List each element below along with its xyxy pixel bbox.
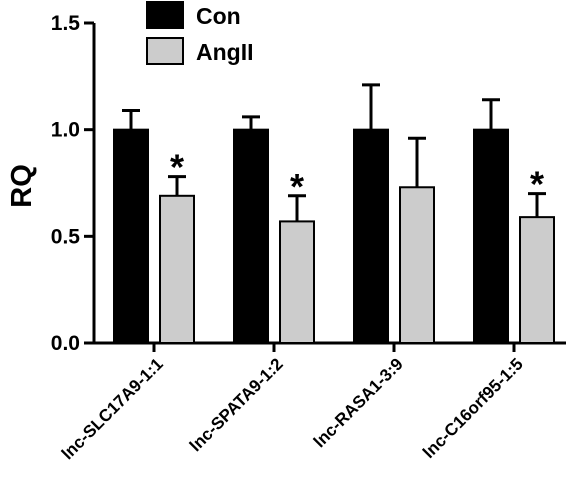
legend-label: Con [196,3,241,29]
category-label: lnc-C16orf95-1:5 [419,354,527,462]
chart-bars [113,83,555,344]
y-tick-label: 0.0 [51,332,80,355]
significance-marker: * [290,166,304,207]
bar-angii-2 [399,186,435,344]
bar-con-1 [233,128,269,344]
bar-con-0 [113,128,149,344]
bar-angii-1 [279,220,315,344]
legend-swatch-angii [146,37,184,65]
category-label: lnc-RASA1-3:9 [310,354,407,451]
bar-con-2 [353,128,389,344]
legend-swatch-con [146,1,184,29]
y-tick-label: 1.5 [51,12,81,35]
significance-marker: * [530,164,544,205]
significance-marker: * [170,147,184,188]
y-tick-label: 1.0 [51,119,80,142]
legend-label: AngII [196,39,254,65]
chart-legend: Con AngII [146,1,254,65]
category-label: lnc-SLC17A9-1:1 [58,354,167,463]
y-axis-title: RQ [6,164,38,208]
category-label: lnc-SPATA9-1:2 [186,354,287,455]
y-tick-label: 0.5 [51,225,81,248]
bar-angii-3 [519,216,555,344]
bar-angii-0 [159,194,195,344]
bar-con-3 [473,128,509,344]
